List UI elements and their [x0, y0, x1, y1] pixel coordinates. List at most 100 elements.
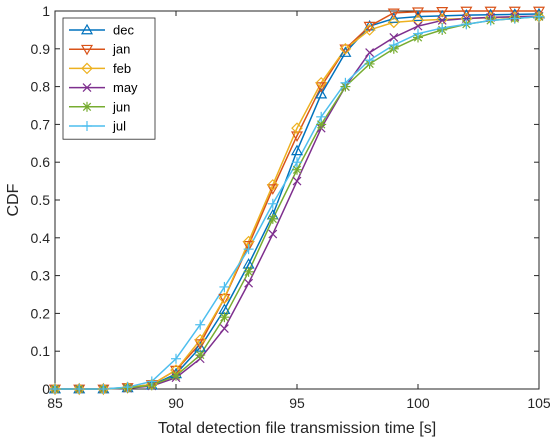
data-point-may: [244, 278, 254, 288]
y-tick-label: 0.5: [31, 192, 51, 208]
legend-item-jul: jul: [69, 119, 126, 134]
x-tick-label: 95: [289, 395, 305, 411]
data-point-jan: [532, 6, 546, 18]
data-point-may: [219, 324, 229, 333]
data-point-jul: [292, 157, 302, 168]
legend-marker: [82, 101, 92, 112]
data-point-jan: [266, 184, 279, 195]
data-point-jul: [437, 23, 448, 34]
data-point-feb: [363, 24, 376, 36]
y-tick-label: 0.8: [31, 79, 51, 95]
data-point-jun: [219, 312, 230, 323]
legend-marker: [81, 62, 93, 75]
data-point-jul: [316, 111, 327, 122]
x-tick-label: 105: [527, 395, 550, 411]
tick-labels: 85 90 95 100 105 0 0.1 0.2 0.3 0.4 0.5 0.6 0.7 0.8 0.9…: [31, 3, 550, 411]
data-point-jan: [315, 82, 328, 93]
data-point-jul: [146, 376, 157, 387]
data-point-jun: [267, 213, 278, 224]
legend-label: jan: [112, 42, 130, 57]
data-point-jan: [242, 241, 255, 252]
legend-marker: [80, 44, 94, 56]
x-tick-label: 85: [47, 395, 63, 411]
data-point-may: [389, 33, 399, 42]
data-point-may: [413, 21, 423, 31]
data-point-jul: [98, 384, 109, 394]
y-tick-label: 0.1: [31, 343, 51, 359]
data-point-feb: [266, 179, 279, 191]
data-point-jul: [534, 11, 544, 22]
y-tick-label: 0: [42, 381, 50, 397]
data-point-jan: [169, 365, 183, 377]
data-point-dec: [290, 144, 304, 156]
data-point-jun: [171, 370, 181, 381]
data-point-jul: [50, 384, 60, 394]
legend-item-feb: feb: [69, 61, 131, 76]
legend-label: jun: [112, 99, 130, 114]
legend-box: [62, 17, 156, 140]
data-point-jun: [195, 349, 206, 360]
data-point-jul: [219, 281, 230, 292]
data-point-jul: [122, 382, 133, 393]
data-point-jan: [387, 8, 400, 20]
x-tick-label: 90: [168, 395, 184, 411]
legend-item-may: may: [69, 80, 138, 95]
y-tick-label: 0.7: [31, 116, 51, 132]
legend-item-jan: jan: [69, 42, 130, 57]
data-point-dec: [315, 87, 328, 99]
x-axis-label: Total detection file transmission time […: [158, 420, 436, 437]
data-point-jan: [411, 7, 425, 18]
data-point-jul: [171, 353, 181, 364]
data-point-jul: [388, 40, 399, 51]
data-point-jul: [74, 384, 85, 394]
y-axis-label: CDF: [5, 183, 22, 216]
data-point-jul: [509, 13, 520, 24]
data-point-feb: [387, 16, 400, 29]
legend-label: dec: [113, 23, 134, 38]
data-point-jan: [194, 339, 207, 350]
data-point-jan: [484, 6, 497, 18]
data-point-jul: [340, 77, 351, 88]
data-point-jan: [339, 44, 352, 56]
series-points-jul: [50, 11, 544, 394]
data-point-jul: [364, 55, 375, 66]
legend-item-dec: dec: [69, 23, 134, 38]
data-point-jan: [508, 6, 521, 18]
data-point-dec: [363, 19, 376, 31]
data-point-jan: [290, 131, 304, 142]
data-point-may: [437, 16, 447, 25]
legend-label: jul: [112, 119, 126, 134]
legend-label: feb: [113, 61, 131, 76]
legend-item-jun: jun: [69, 99, 130, 114]
data-point-feb: [291, 122, 303, 135]
data-point-dec: [411, 10, 425, 22]
data-point-feb: [339, 42, 352, 55]
data-point-jan: [218, 293, 231, 305]
data-point-jul: [485, 15, 496, 26]
data-point-jul: [267, 198, 278, 209]
data-point-jun: [243, 266, 254, 277]
data-point-jul: [461, 19, 472, 30]
data-point-jul: [195, 319, 206, 330]
data-point-jan: [460, 6, 473, 18]
series-markers: [48, 6, 546, 396]
y-tick-label: 1: [42, 3, 50, 19]
y-tick-label: 0.2: [31, 305, 51, 321]
data-point-feb: [194, 334, 207, 346]
legend-label: may: [113, 80, 138, 95]
y-tick-label: 0.6: [31, 154, 51, 170]
data-point-jan: [436, 7, 449, 18]
legend-marker: [80, 23, 94, 35]
data-point-feb: [315, 76, 328, 89]
y-tick-label: 0.3: [31, 268, 51, 284]
y-tick-label: 0.9: [31, 41, 51, 57]
data-point-jul: [413, 28, 423, 39]
data-point-may: [365, 48, 375, 58]
x-tick-label: 100: [406, 395, 430, 411]
y-tick-label: 0.4: [31, 230, 51, 246]
legend-marker: [82, 83, 92, 93]
data-point-may: [292, 176, 302, 186]
data-point-dec: [387, 12, 400, 23]
data-point-feb: [218, 292, 231, 305]
legend: dec jan feb may jun jul: [62, 17, 156, 140]
